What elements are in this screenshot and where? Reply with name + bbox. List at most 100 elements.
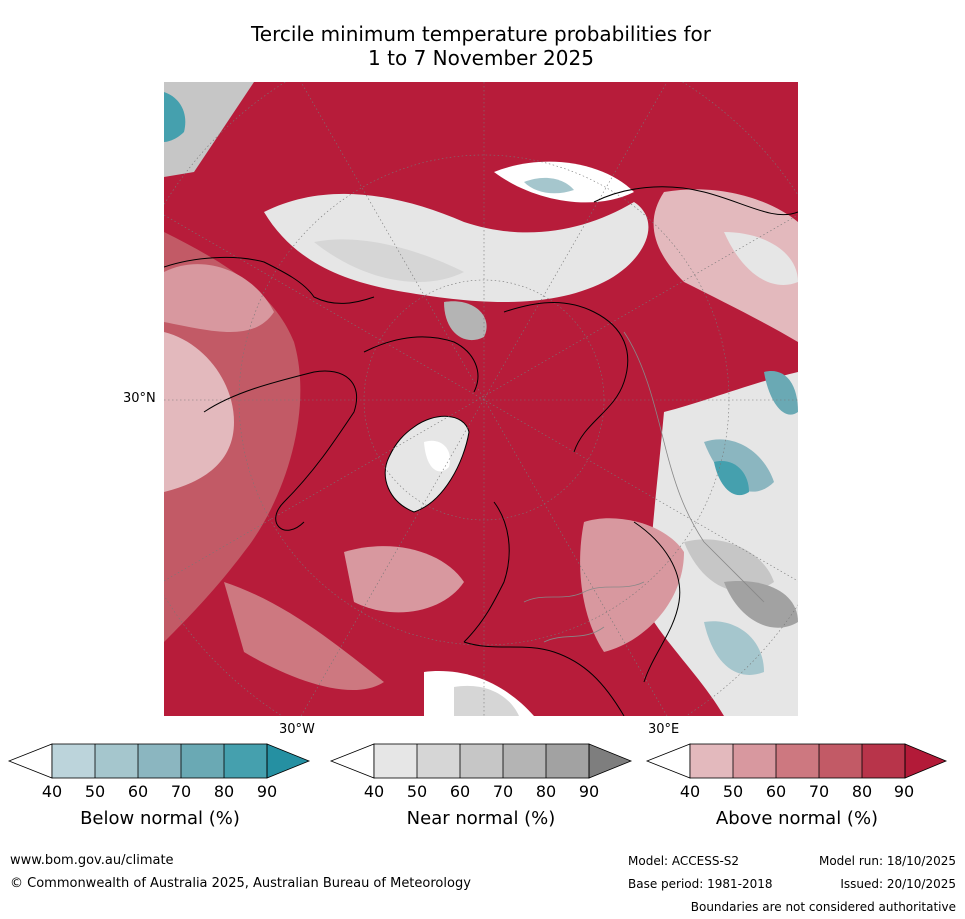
- colorbar-near-swatch-70: [503, 744, 546, 778]
- colorbar-below-svg: [7, 743, 311, 779]
- colorbar-above-lower-arrow: [645, 743, 691, 779]
- coast-alaska: [164, 256, 375, 304]
- colorbar-near-tick: 90: [578, 782, 600, 801]
- boundary-europe-2: [543, 626, 605, 643]
- colorbar-near-tick: 70: [492, 782, 514, 801]
- colorbar-near-dividers: [373, 743, 590, 779]
- colorbar-near-upper-arrow: [588, 743, 633, 779]
- colorbar-above-swatch-60: [776, 744, 819, 778]
- colorbar-below-tick: 80: [213, 782, 235, 801]
- colorbar-near-swatch-50: [417, 744, 460, 778]
- blue-area-east-2: [714, 461, 749, 496]
- footer-model: Model: ACCESS-S2: [628, 854, 740, 868]
- colorbar-below-dividers: [51, 743, 268, 779]
- greenland-landmass: [384, 415, 470, 513]
- blue-area-north: [524, 177, 574, 194]
- colorbar-below-swatch-70: [181, 744, 224, 778]
- footer-issued: Issued: 20/10/2025: [840, 877, 956, 891]
- colorbar-above-swatch-80: [862, 744, 905, 778]
- colorbar-near-tick: 60: [449, 782, 471, 801]
- longitude-label-30w: 30°W: [279, 722, 315, 737]
- map-canvas: [164, 82, 798, 716]
- colorbar-below-swatch-50: [95, 744, 138, 778]
- colorbar-below-lower-arrow: [7, 743, 53, 779]
- colorbar-near-swatch-40: [374, 744, 417, 778]
- title-line-1: Tercile minimum temperature probabilitie…: [250, 22, 712, 46]
- coast-siberia: [503, 302, 629, 453]
- footer-disclaimer: Boundaries are not considered authoritat…: [690, 900, 956, 914]
- boundary-central-asia: [703, 541, 765, 603]
- colorbar-below-tick: 70: [170, 782, 192, 801]
- grey-area-north-inner: [314, 239, 464, 282]
- grey-area-nw-corner: [164, 82, 254, 177]
- colorbar-above-title: Above normal (%): [715, 808, 879, 829]
- coast-east-asia: [593, 186, 798, 216]
- colorbar-above-swatch-40: [690, 744, 733, 778]
- grey-area-center: [444, 301, 487, 341]
- grey-area-se-dark: [724, 581, 798, 628]
- colorbar-near-svg: [329, 743, 633, 779]
- white-area-north: [494, 161, 634, 203]
- colorbar-above-upper-arrow: [904, 743, 948, 779]
- blue-area-east-3: [764, 371, 798, 415]
- colorbar-above-swatch-50: [733, 744, 776, 778]
- colorbar-above-svg: [645, 743, 948, 779]
- latitude-label-30n: 30°N: [123, 391, 156, 406]
- colorbar-below-swatch-60: [138, 744, 181, 778]
- footer-url: www.bom.gov.au/climate: [10, 853, 174, 868]
- colorbar-above-swatch-70: [819, 744, 862, 778]
- graticule: [164, 82, 798, 716]
- coastlines: [164, 186, 798, 716]
- coast-arctic-islands: [363, 336, 479, 393]
- boundary-russia: [623, 331, 705, 543]
- colorbar-above-dividers: [689, 743, 906, 779]
- boundary-europe-1: [523, 581, 645, 603]
- colorbar-below-swatch-80: [224, 744, 267, 778]
- colorbar-above-tick: 40: [679, 782, 701, 801]
- colorbar-near-tick: 40: [363, 782, 385, 801]
- colorbar-above-tick: 70: [808, 782, 830, 801]
- colorbar-below-upper-arrow: [266, 743, 311, 779]
- colorbar-above-tick: 90: [893, 782, 915, 801]
- pink-area-atlantic: [344, 546, 464, 613]
- blue-area-se: [704, 621, 764, 675]
- grey-area-se: [684, 539, 774, 592]
- chart-title: Tercile minimum temperature probabilitie…: [164, 22, 798, 70]
- coast-black-sea: [633, 521, 681, 683]
- colorbar-near-tick: 50: [406, 782, 428, 801]
- footer-copyright: © Commonwealth of Australia 2025, Austra…: [10, 876, 471, 891]
- pink-area-ne: [653, 189, 798, 342]
- coast-europe: [463, 641, 625, 716]
- colorbar-below-tick: 90: [256, 782, 278, 801]
- grey-area-ne: [724, 232, 798, 285]
- blue-area-nw-corner: [164, 92, 186, 142]
- greenland-interior: [424, 440, 450, 472]
- colorbar-above-tick: 60: [765, 782, 787, 801]
- colorbar-below-tick: 60: [127, 782, 149, 801]
- coast-scandinavia: [463, 501, 510, 643]
- blue-area-east-1: [704, 439, 774, 492]
- colorbar-near-tick: 80: [535, 782, 557, 801]
- longitude-label-30e: 30°E: [648, 722, 680, 737]
- probability-map: [164, 82, 798, 716]
- colorbar-below-tick: 50: [84, 782, 106, 801]
- footer-model-run: Model run: 18/10/2025: [818, 854, 956, 868]
- colorbar-below-swatch-40: [52, 744, 95, 778]
- colorbar-above-tick: 50: [722, 782, 744, 801]
- pink-area-nw: [164, 264, 274, 332]
- footer-base-period: Base period: 1981-2018: [628, 877, 773, 891]
- colorbar-near-normal: [329, 743, 633, 779]
- colorbar-near-lower-arrow: [329, 743, 375, 779]
- colorbar-above-tick: 80: [851, 782, 873, 801]
- grey-area-south: [454, 685, 519, 716]
- colorbar-below-title: Below normal (%): [80, 808, 240, 829]
- pink-area-europe: [580, 518, 684, 652]
- colorbar-near-swatch-60: [460, 744, 503, 778]
- pink-area-west: [164, 332, 234, 492]
- grey-area-north: [264, 193, 649, 302]
- red-band-south: [224, 582, 384, 691]
- boundaries: [523, 331, 765, 643]
- colorbar-below-normal: [7, 743, 311, 779]
- colorbar-below-tick: 40: [41, 782, 63, 801]
- colorbar-near-swatch-80: [546, 744, 589, 778]
